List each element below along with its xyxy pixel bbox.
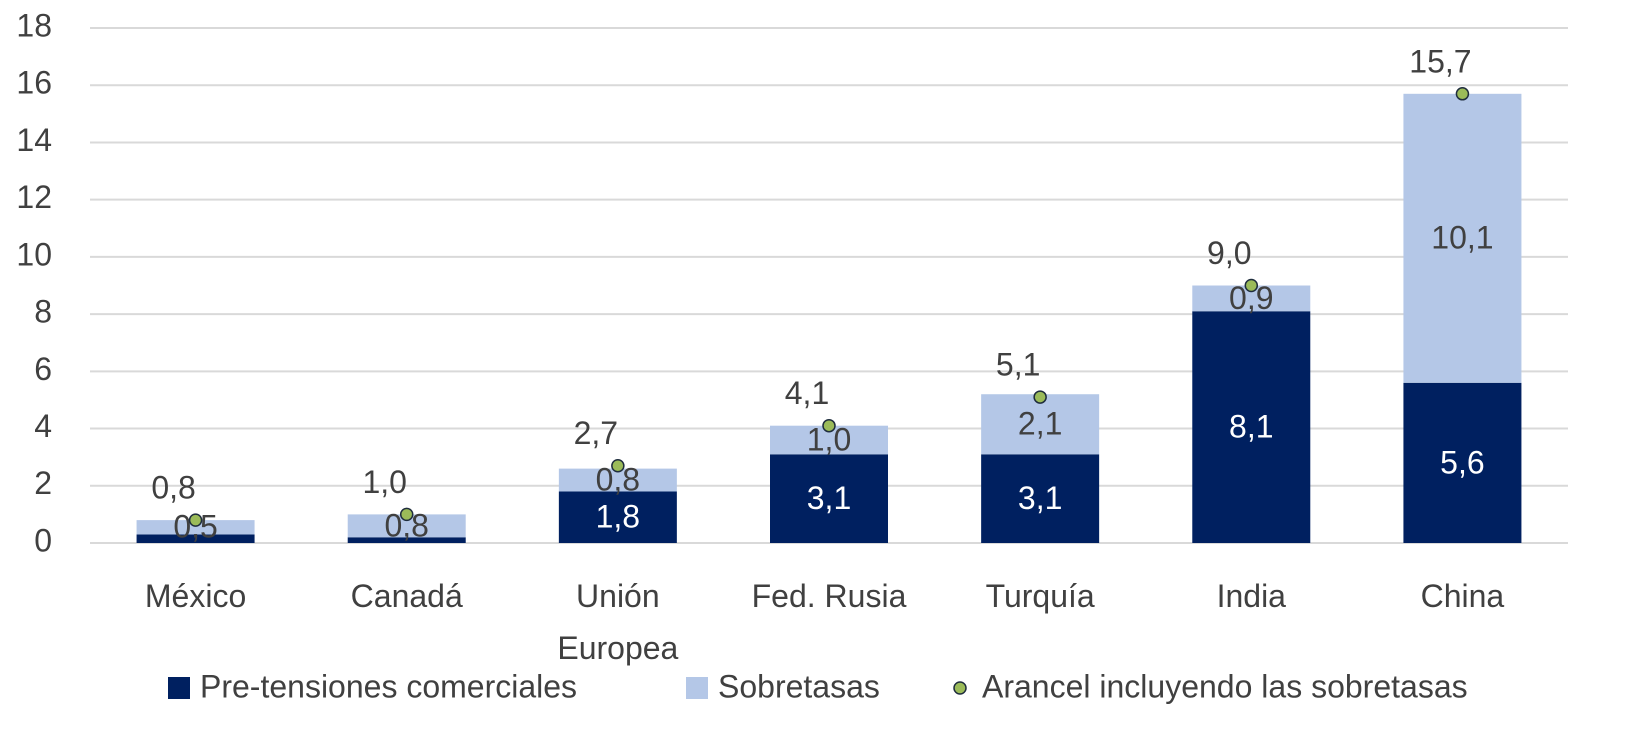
total-dot	[611, 459, 625, 473]
bar-segment	[136, 520, 255, 535]
legend-label: Arancel incluyendo las sobretasas	[982, 668, 1468, 704]
y-tick-label: 14	[16, 122, 52, 158]
data-label: 3,1	[807, 480, 851, 516]
x-tick-label: México	[144, 578, 247, 614]
data-label: 9,0	[1207, 235, 1251, 271]
x-tick-label: Fed. Rusia	[751, 578, 907, 614]
y-tick-label: 2	[34, 465, 52, 501]
legend-marker	[686, 677, 708, 699]
x-tick-label: Turquía	[985, 578, 1095, 614]
y-tick-label: 18	[16, 7, 52, 43]
legend-label: Sobretasas	[718, 668, 880, 704]
total-dot	[188, 513, 203, 527]
total-dot	[822, 418, 836, 433]
total-dot	[1244, 278, 1259, 293]
bar-segment	[1403, 382, 1522, 543]
legend-marker	[168, 677, 190, 699]
data-label: 15,7	[1409, 43, 1471, 79]
data-label: 2,1	[1018, 406, 1062, 442]
total-dot	[1033, 390, 1047, 404]
data-label: 1,0	[362, 464, 406, 500]
y-tick-label: 12	[16, 179, 52, 215]
bar-segment	[770, 454, 888, 543]
legend-label: Pre-tensiones comerciales	[200, 668, 577, 704]
data-label: 4,1	[785, 375, 829, 411]
x-tick-label: Unión Europea	[557, 578, 679, 666]
bar-segment	[1192, 311, 1311, 543]
data-label: 1,8	[596, 499, 640, 535]
total-dot	[399, 507, 414, 522]
data-label: 8,1	[1229, 409, 1273, 445]
y-tick-label: 6	[34, 351, 52, 387]
total-dot	[1455, 87, 1470, 101]
data-label: 10,1	[1431, 220, 1493, 256]
y-tick-label: 8	[34, 294, 52, 330]
bar-segment	[347, 537, 466, 543]
x-tick-label: China	[1420, 578, 1505, 614]
legend-marker	[953, 681, 967, 695]
data-label: 0,8	[151, 470, 195, 506]
data-label: 3,1	[1018, 480, 1062, 516]
x-tick-label: Canadá	[350, 578, 463, 614]
data-label: 2,7	[574, 415, 618, 451]
y-tick-label: 10	[16, 236, 52, 272]
bar-segment	[981, 394, 1100, 455]
y-tick-label: 4	[34, 408, 52, 444]
bar-segment	[1403, 93, 1522, 383]
bar-segment	[558, 468, 677, 492]
x-tick-label: India	[1216, 578, 1286, 614]
bar-segment	[347, 514, 466, 538]
bar-segment	[981, 454, 1100, 543]
y-tick-label: 0	[34, 522, 52, 558]
data-label: 5,6	[1440, 444, 1484, 480]
bar-segment	[136, 534, 255, 543]
bar-segment	[558, 491, 677, 543]
y-tick-label: 16	[16, 65, 52, 101]
data-label: 5,1	[996, 347, 1040, 383]
